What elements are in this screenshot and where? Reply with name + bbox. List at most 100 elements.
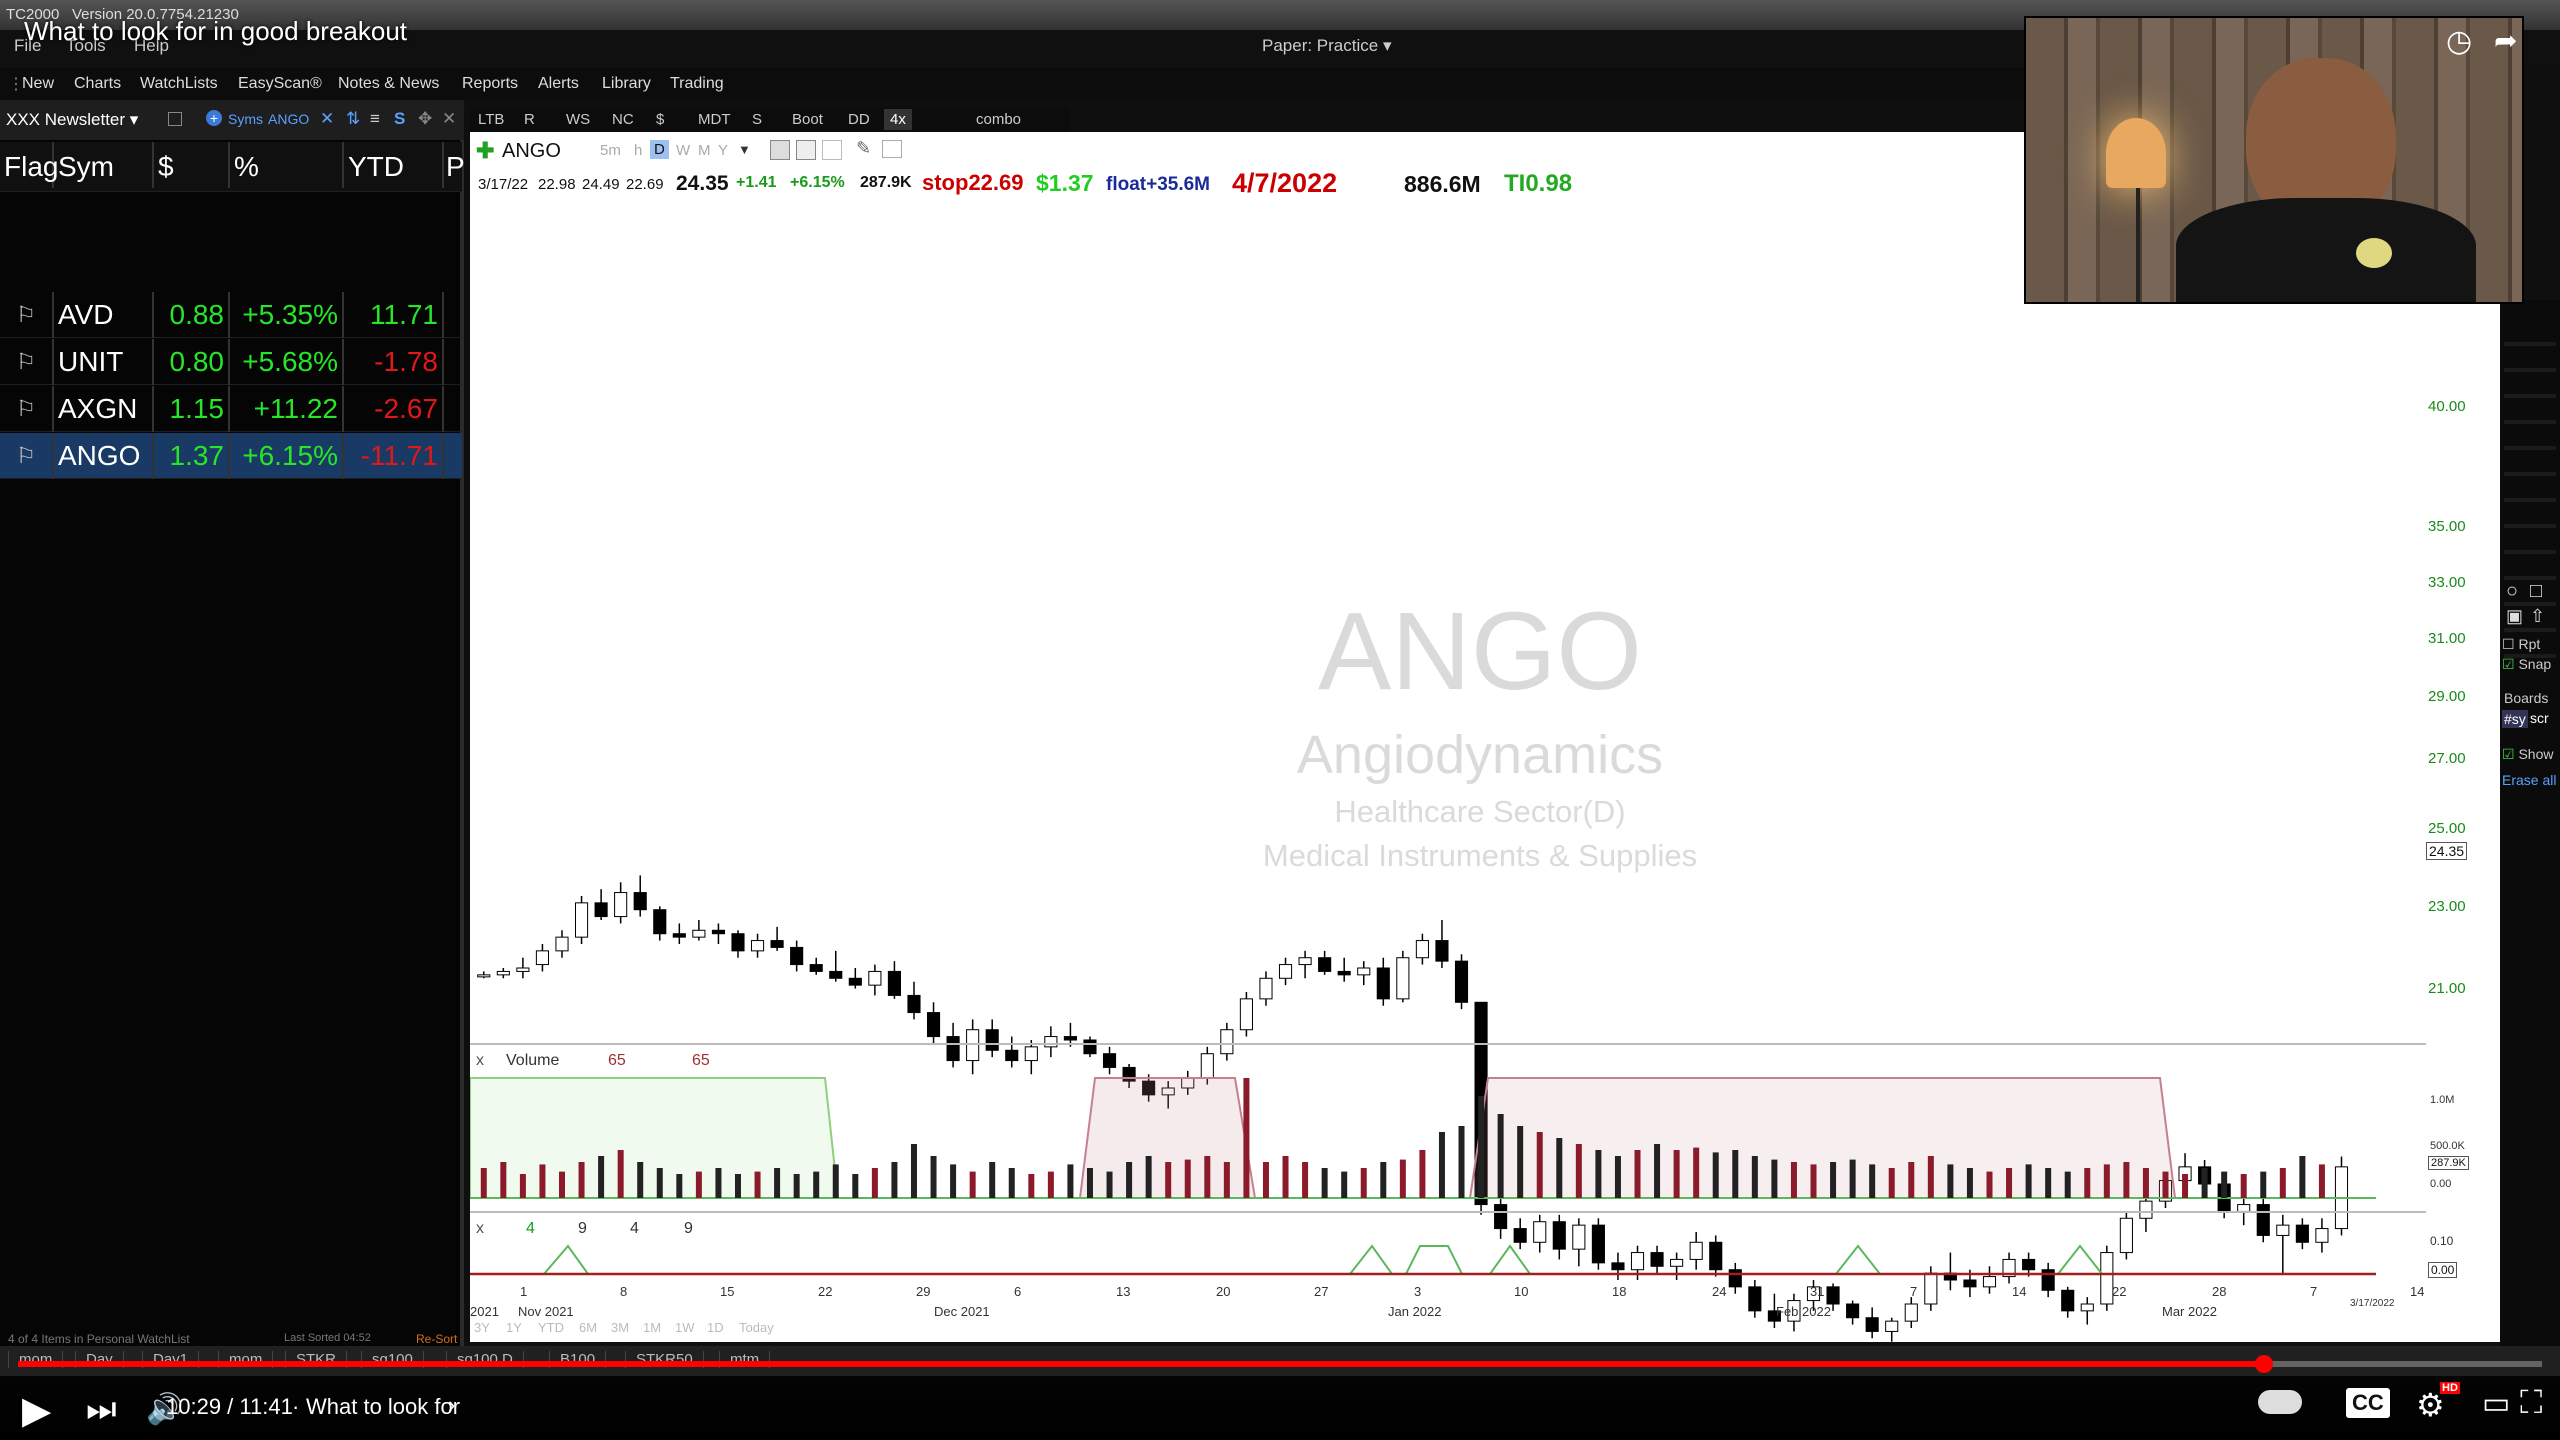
chart-area[interactable] [470,132,2426,1342]
indicator-param[interactable]: 9 [684,1220,693,1237]
toolbar-charts[interactable]: Charts [74,75,122,92]
row-sym[interactable]: ANGO [54,433,154,479]
tab-dd[interactable]: DD [848,111,870,128]
flag-icon[interactable]: ⚐ [0,386,54,432]
period-h[interactable]: h [634,142,643,159]
circle-icon[interactable]: ○ [2506,580,2519,602]
s-plus-icon[interactable]: S [394,109,406,128]
col-sym[interactable]: Sym [54,142,154,188]
indicator-param[interactable]: 4 [630,1220,639,1237]
image-icon[interactable]: ▣ [2506,606,2524,626]
board-sy[interactable]: #sy [2502,710,2528,728]
layout-icon[interactable] [822,140,842,160]
table-row[interactable]: ⚐ UNIT 0.80 +5.68% -1.78 [0,339,462,385]
table-row[interactable]: ⚐ AXGN 1.15 +11.22 -2.67 [0,386,462,432]
sym-filter[interactable]: ANGO [268,111,310,127]
tab-mdt[interactable]: MDT [698,111,731,128]
col-price[interactable]: $ [154,142,230,188]
period-y[interactable]: Y [718,142,729,159]
video-chapter[interactable]: What to look for [306,1394,461,1419]
table-row[interactable]: ⚐ AVD 0.88 +5.35% 11.71 [0,292,462,338]
volume-icon[interactable]: 🔊 [146,1393,184,1426]
period-w[interactable]: W [676,142,691,159]
indicator-param[interactable]: 4 [526,1220,535,1237]
range-button[interactable]: 1M [643,1320,662,1335]
indicator-param[interactable]: 9 [578,1220,587,1237]
add-icon[interactable]: + [206,110,222,126]
tab-ltb[interactable]: LTB [478,111,505,128]
period-5m[interactable]: 5m [600,142,621,159]
menu-tools[interactable]: Tools [66,36,106,55]
tab-combo[interactable]: combo [976,111,1022,128]
col-pct[interactable]: % [230,142,344,188]
period-m[interactable]: M [698,142,711,159]
text-tool-icon[interactable] [770,140,790,160]
tab-r[interactable]: R [524,111,535,128]
range-button[interactable]: 6M [579,1320,598,1335]
toolbar-reports[interactable]: Reports [462,75,519,92]
col-ytd[interactable]: YTD [344,142,444,188]
chevron-right-icon[interactable]: › [448,1392,456,1417]
sort-icon[interactable]: ⇅ [346,109,361,128]
menu-icon[interactable]: ≡ [370,109,380,128]
boards-label[interactable]: Boards [2504,690,2549,706]
range-button[interactable]: 1D [707,1320,724,1335]
tab-nc[interactable]: NC [612,111,634,128]
drawing-tool-icons[interactable] [2504,320,2556,660]
arrow-up-icon[interactable]: ⇧ [2530,606,2546,626]
period-d[interactable]: D [650,140,669,159]
checkbox-icon[interactable] [168,112,182,126]
range-button[interactable]: 3M [611,1320,630,1335]
menu-help[interactable]: Help [134,36,169,55]
autoplay-toggle[interactable] [2258,1390,2302,1414]
video-title[interactable]: What to look for in good breakout [24,16,408,46]
close-filter-icon[interactable]: ✕ [320,109,335,128]
share-icon[interactable]: ➦ [2494,25,2518,56]
col-p[interactable]: P [446,151,465,182]
watchlist-name[interactable]: XXX Newsletter ▾ [6,110,139,129]
window-icon[interactable] [882,140,902,158]
tab-s[interactable]: S [752,111,763,128]
fullscreen-icon[interactable]: ⛶ [2520,1384,2543,1420]
toolbar-easyscan[interactable]: EasyScan® [238,75,322,92]
range-button[interactable]: 1Y [506,1320,522,1335]
chart-symbol[interactable]: ANGO [502,140,561,162]
next-icon[interactable]: ⏭ [86,1390,117,1428]
snap-toggle[interactable]: ☑ Snap [2502,656,2552,672]
menu-file[interactable]: File [14,36,42,55]
move-icon[interactable]: ✥ [418,109,433,128]
pencil-icon[interactable]: ✎ [856,138,872,158]
bar-chart-icon[interactable] [796,140,816,160]
settings-icon[interactable]: ⚙ [2416,1387,2445,1423]
close-pane-icon[interactable]: x [476,1220,484,1237]
volume-label[interactable]: Volume [506,1052,560,1069]
flag-icon[interactable]: ⚐ [0,433,54,479]
board-scr[interactable]: scr [2530,710,2549,726]
row-sym[interactable]: UNIT [54,339,154,385]
account-selector[interactable]: Paper: Practice ▾ [1262,36,1392,55]
close-pane-icon[interactable]: x [476,1052,484,1069]
row-sym[interactable]: AXGN [54,386,154,432]
toolbar-new[interactable]: New [22,75,55,92]
flag-icon[interactable]: ⚐ [0,292,54,338]
price-chart[interactable] [470,200,2500,1345]
tab-ws[interactable]: WS [566,111,591,128]
video-scrubber[interactable] [2255,1355,2274,1373]
toolbar-alerts[interactable]: Alerts [538,75,579,92]
resort-button[interactable]: Re-Sort [416,1332,458,1346]
toolbar-notes-news[interactable]: Notes & News [338,75,440,92]
close-icon[interactable]: ✕ [442,109,457,128]
miniplayer-icon[interactable]: ▭ [2482,1387,2511,1420]
flag-icon[interactable]: ⚐ [0,339,54,385]
volume-period-1[interactable]: 65 [608,1052,626,1069]
row-sym[interactable]: AVD [54,292,154,338]
toolbar-watchlists[interactable]: WatchLists [140,75,218,92]
show-toggle[interactable]: ☑ Show [2502,746,2554,762]
table-row-selected[interactable]: ⚐ ANGO 1.37 +6.15% -11.71 [0,433,462,479]
add-symbol-icon[interactable]: ✚ [476,138,495,163]
tab-boot[interactable]: Boot [792,111,823,128]
square-icon[interactable]: □ [2530,580,2543,602]
rpt-toggle[interactable]: ☐ Rpt [2502,636,2541,652]
erase-all-button[interactable]: Erase all [2502,772,2557,788]
tab-dollar[interactable]: $ [656,111,665,128]
